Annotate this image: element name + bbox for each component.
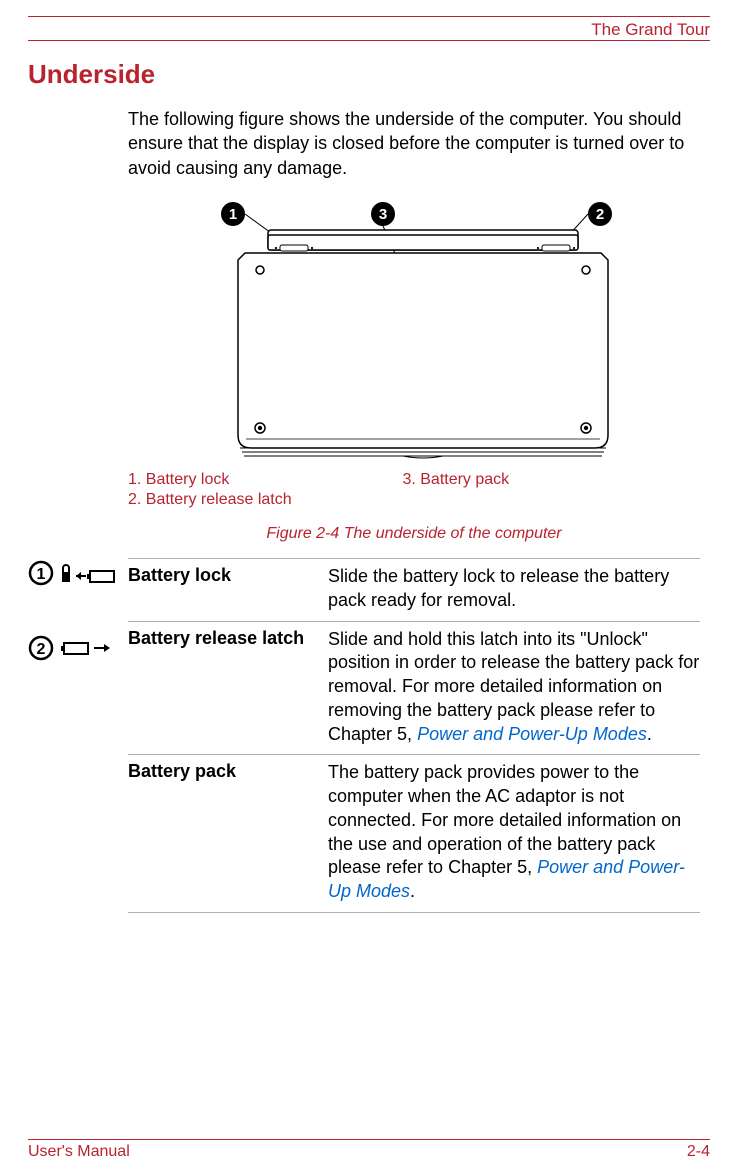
svg-text:1: 1 xyxy=(37,566,46,583)
desc-text: The battery pack provides power to the c… xyxy=(328,761,700,904)
desc-text: Slide the battery lock to release the ba… xyxy=(328,565,700,613)
figure-caption: Figure 2-4 The underside of the computer xyxy=(128,525,700,543)
laptop-underside-diagram: 1 3 2 xyxy=(128,200,613,460)
header-chapter-title: The Grand Tour xyxy=(591,20,710,40)
desc-label: Battery pack xyxy=(128,761,328,904)
desc-label: Battery lock xyxy=(128,565,328,613)
margin-icon-battery-release: 2 xyxy=(28,635,123,666)
svg-text:2: 2 xyxy=(596,206,604,223)
underside-figure: 1 3 2 xyxy=(128,200,613,460)
svg-text:2: 2 xyxy=(37,641,46,658)
section-heading: Underside xyxy=(28,59,155,90)
legend-item-1: 1. Battery lock xyxy=(128,469,398,491)
desc-text-content: Slide the battery lock to release the ba… xyxy=(328,566,669,610)
desc-row-battery-pack: Battery pack The battery pack provides p… xyxy=(128,754,700,913)
link-power-modes[interactable]: Power and Power-Up Modes xyxy=(417,724,647,744)
desc-text-after: . xyxy=(410,881,415,901)
footer-page-number: 2-4 xyxy=(687,1143,710,1161)
header-rule-top xyxy=(28,16,710,17)
desc-row-battery-release-latch: Battery release latch Slide and hold thi… xyxy=(128,621,700,755)
desc-row-battery-lock: Battery lock Slide the battery lock to r… xyxy=(128,558,700,621)
figure-legend-row1: 1. Battery lock 3. Battery pack xyxy=(128,469,688,491)
intro-paragraph: The following figure shows the underside… xyxy=(128,107,700,180)
svg-text:3: 3 xyxy=(379,206,387,223)
margin-icon-battery-lock: 1 xyxy=(28,560,123,591)
desc-label: Battery release latch xyxy=(128,628,328,747)
legend-item-2: 2. Battery release latch xyxy=(128,491,292,509)
footer-manual-label: User's Manual xyxy=(28,1143,130,1161)
desc-text: Slide and hold this latch into its "Unlo… xyxy=(328,628,700,747)
description-table: Battery lock Slide the battery lock to r… xyxy=(128,558,700,913)
header-rule-bottom xyxy=(28,40,710,41)
svg-text:1: 1 xyxy=(229,206,237,223)
legend-item-3: 3. Battery pack xyxy=(402,469,509,491)
footer-rule xyxy=(28,1139,710,1140)
desc-text-after: . xyxy=(647,724,652,744)
laptop-body xyxy=(238,230,608,458)
